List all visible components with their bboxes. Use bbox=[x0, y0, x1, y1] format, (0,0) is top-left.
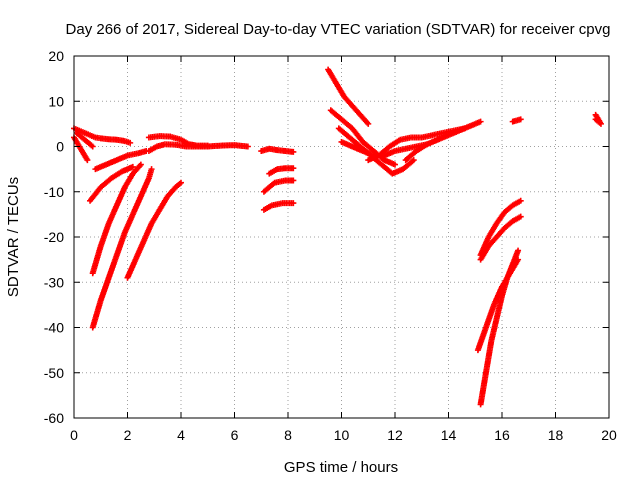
data-point-plus bbox=[148, 166, 155, 173]
data-point-plus bbox=[290, 177, 297, 184]
data-point-plus bbox=[517, 116, 524, 123]
data-point-plus bbox=[137, 161, 144, 168]
x-tick-label: 12 bbox=[387, 427, 403, 443]
x-tick-label: 16 bbox=[494, 427, 510, 443]
x-tick-label: 10 bbox=[334, 427, 350, 443]
data-point-plus bbox=[84, 157, 91, 164]
series-track-j bbox=[124, 179, 184, 281]
y-tick-label: -40 bbox=[44, 320, 64, 336]
series-track-z bbox=[477, 247, 522, 408]
data-point-plus bbox=[517, 197, 524, 204]
data-point-plus bbox=[129, 163, 136, 170]
data-point-plus bbox=[178, 179, 184, 186]
series-track-n bbox=[260, 200, 297, 213]
y-tick-label: -30 bbox=[44, 274, 64, 290]
data-point-plus bbox=[290, 200, 297, 207]
series-track-v bbox=[592, 111, 604, 127]
data-point-plus bbox=[515, 247, 522, 254]
x-tick-label: 0 bbox=[70, 427, 78, 443]
series-track-k bbox=[258, 145, 297, 155]
chart-title: Day 266 of 2017, Sidereal Day-to-day VTE… bbox=[66, 21, 611, 38]
series-track-w bbox=[477, 197, 524, 259]
data-point-plus bbox=[244, 143, 251, 150]
x-tick-label: 18 bbox=[548, 427, 564, 443]
data-point-plus bbox=[290, 148, 297, 155]
data-marks bbox=[71, 66, 604, 408]
y-tick-label: -50 bbox=[44, 365, 64, 381]
data-point-plus bbox=[477, 118, 484, 125]
y-tick-label: 20 bbox=[48, 48, 64, 64]
data-point-plus bbox=[127, 139, 134, 146]
series-track-e bbox=[87, 163, 136, 204]
y-tick-label: 10 bbox=[48, 93, 64, 109]
grid bbox=[74, 56, 609, 418]
series-track-t bbox=[402, 118, 484, 164]
axis-ticks: 0 2 4 6 8 10 12 14 16 18 20 20 10 0 -10 -20 -30 -40 -50 -60 bbox=[44, 48, 617, 443]
series-track-m bbox=[260, 177, 297, 195]
data-point-plus bbox=[392, 161, 398, 168]
series-track-p bbox=[327, 107, 398, 168]
data-point-plus bbox=[204, 142, 211, 149]
data-point-plus bbox=[290, 165, 297, 172]
y-tick-label: -20 bbox=[44, 229, 64, 245]
series-track-o bbox=[325, 66, 372, 127]
x-tick-label: 20 bbox=[601, 427, 617, 443]
data-point-plus bbox=[517, 213, 524, 220]
series-track-l bbox=[266, 165, 297, 177]
y-tick-label: -60 bbox=[44, 410, 64, 426]
y-tick-label: -10 bbox=[44, 184, 64, 200]
series-track-h bbox=[89, 161, 144, 277]
series-track-g bbox=[145, 133, 211, 149]
data-point-plus bbox=[365, 120, 372, 127]
y-axis-label: SDTVAR / TECUs bbox=[5, 177, 22, 297]
series-track-d bbox=[92, 148, 150, 173]
y-tick-label: 0 bbox=[56, 139, 64, 155]
series-track-i bbox=[89, 166, 155, 331]
series-track-x bbox=[477, 213, 524, 263]
x-tick-label: 4 bbox=[177, 427, 185, 443]
data-point-plus bbox=[592, 111, 599, 118]
x-axis-label: GPS time / hours bbox=[284, 459, 398, 476]
series-track-u bbox=[509, 116, 524, 125]
x-tick-label: 14 bbox=[441, 427, 457, 443]
data-point-plus bbox=[89, 143, 96, 150]
x-tick-label: 2 bbox=[124, 427, 132, 443]
data-point-plus bbox=[410, 157, 417, 164]
x-tick-label: 8 bbox=[284, 427, 292, 443]
series-track-c bbox=[73, 129, 96, 150]
x-tick-label: 6 bbox=[231, 427, 239, 443]
